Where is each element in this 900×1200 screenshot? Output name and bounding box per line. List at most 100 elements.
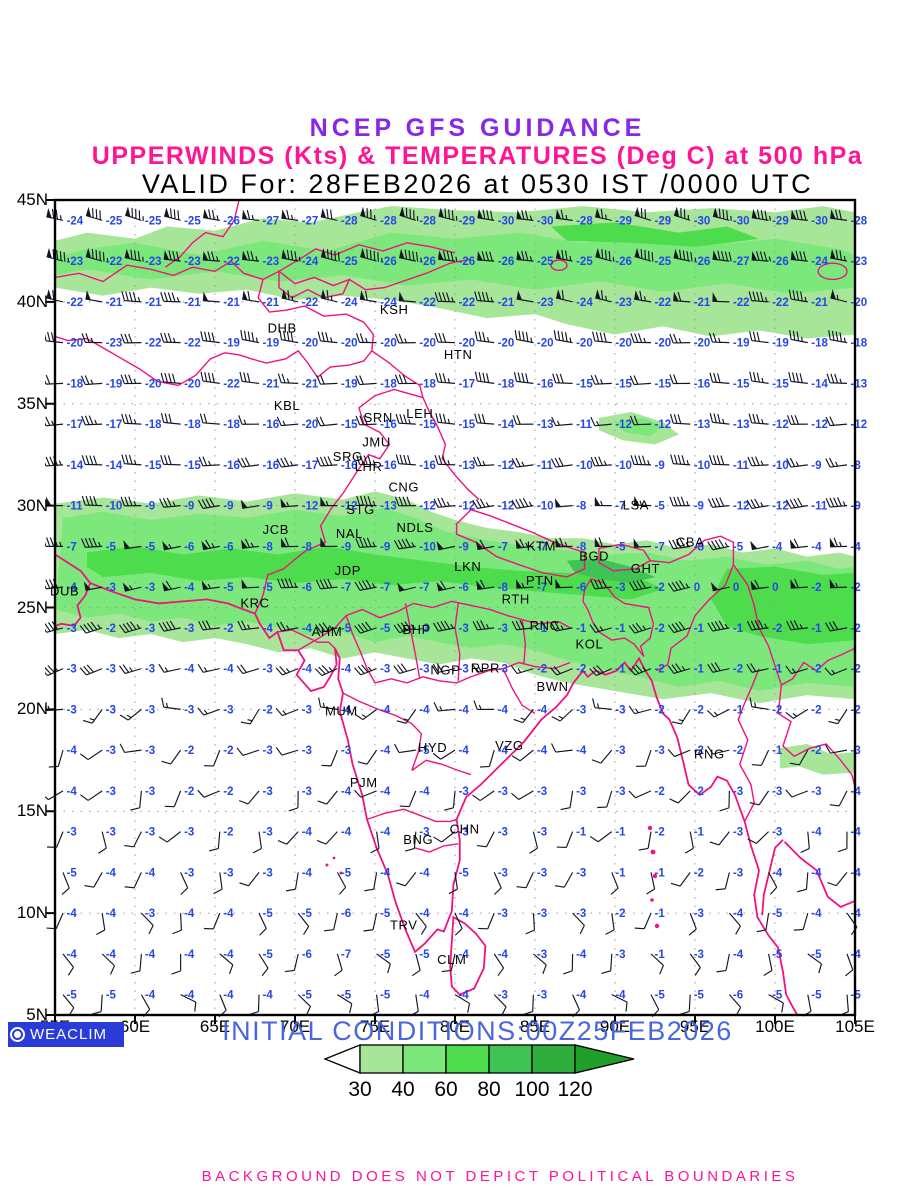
wind-barb: -6	[284, 949, 312, 973]
temperature-value: -5	[419, 949, 430, 961]
temperature-value: -13	[537, 419, 554, 431]
temperature-value: -4	[184, 664, 195, 676]
wind-barb: -2	[164, 786, 194, 808]
temperature-value: -3	[184, 704, 194, 716]
temperature-value: -1	[655, 867, 666, 879]
wind-barb: -3	[533, 949, 547, 975]
wind-barb: -12	[280, 498, 318, 513]
wind-barb: -21	[85, 290, 123, 309]
wind-barb: -8	[280, 537, 313, 553]
temperature-value: -29	[655, 215, 672, 227]
temperature-value: -1	[615, 664, 626, 676]
temperature-value: -6	[733, 990, 743, 1002]
temperature-value: -23	[615, 297, 632, 309]
temperature-value: -5	[223, 582, 234, 594]
wind-barb: -7	[633, 538, 665, 553]
wind-barb: -3	[140, 908, 155, 935]
wind-barb: -4	[454, 990, 471, 1013]
wind-barb: -12	[473, 456, 514, 472]
wind-barb: -12	[746, 498, 789, 513]
temperature-value: -3	[537, 827, 547, 839]
lon-axis-label: 75E	[359, 1017, 391, 1036]
temperature-value: -7	[615, 501, 625, 513]
temperature-value: -17	[67, 419, 84, 431]
wind-barb: -4	[354, 704, 391, 721]
city-label: KOL	[575, 636, 603, 651]
temperature-value: -5	[380, 949, 391, 961]
temperature-value: -10	[694, 460, 711, 472]
title-model: NCEP GFS GUIDANCE	[309, 114, 646, 142]
temperature-value: -2	[733, 745, 743, 757]
wind-barb: -18	[394, 374, 437, 390]
city-label: LEH	[406, 406, 433, 421]
wind-barb: -1	[550, 621, 587, 635]
wind-barb: -20	[279, 330, 318, 350]
temperature-value: -3	[184, 827, 194, 839]
temperature-value: -28	[576, 215, 593, 227]
wind-barb: -4	[171, 949, 195, 975]
wind-barb: -9	[320, 537, 351, 553]
wind-barb: -3	[472, 620, 508, 635]
wind-barb: -5	[650, 990, 665, 1018]
lon-axis-label: 100E	[755, 1017, 795, 1036]
wind-barb: -3	[516, 867, 547, 889]
wind-barb: -4	[316, 827, 352, 845]
temperature-value: -6	[302, 949, 312, 961]
legend-tick-label: 120	[557, 1078, 592, 1101]
temperature-value: -1	[576, 623, 587, 635]
temperature-value: -5	[380, 908, 391, 920]
wind-barb: -6	[201, 539, 234, 553]
temperature-value: -3	[302, 704, 312, 716]
wind-barb: -12	[472, 498, 514, 513]
temperature-value: -20	[302, 419, 319, 431]
wind-barb: -4	[563, 949, 587, 975]
temperature-value: -3	[498, 664, 508, 676]
wind-barb: -2	[204, 745, 234, 767]
wind-barb: -4	[158, 664, 195, 676]
temperature-value: -4	[459, 949, 470, 961]
temperature-value: -27	[263, 215, 280, 227]
wind-barb: -22	[634, 290, 671, 309]
temperature-value: -5	[655, 501, 666, 513]
wind-barb: -4	[572, 990, 587, 1018]
temperature-value: -16	[223, 460, 240, 472]
temperature-value: -3	[498, 623, 508, 635]
temperature-value: -2	[811, 582, 821, 594]
wind-barb: -24	[320, 289, 358, 309]
wind-barb: -5	[297, 908, 313, 935]
wind-barb: -3	[122, 582, 155, 594]
wind-barb: -1	[634, 908, 665, 930]
wind-barb: -3	[635, 745, 665, 767]
wind-barb: -14	[45, 456, 84, 472]
wind-barb: -4	[845, 949, 861, 977]
temperature-value: -3	[498, 867, 508, 879]
wind-barb: -19	[749, 331, 789, 350]
wind-barb: -2	[785, 704, 822, 719]
wind-barb: -14	[474, 413, 515, 431]
wind-barb: -16	[237, 457, 279, 472]
temperature-value: -24	[302, 256, 319, 268]
temperature-value: -21	[145, 297, 162, 309]
wind-barb: -4	[550, 743, 587, 757]
wind-barb: -7	[515, 579, 547, 594]
temperature-value: -3	[733, 867, 743, 879]
temperature-value: -9	[380, 541, 390, 553]
temperature-value: -22	[184, 338, 201, 350]
temperature-value: -4	[106, 867, 117, 879]
wind-barb: -10	[81, 495, 122, 513]
lon-axis-label: 105E	[835, 1017, 875, 1036]
legend-tick-label: 40	[391, 1078, 414, 1101]
wind-barb: -5	[679, 990, 705, 1015]
temperature-value: -3	[184, 867, 194, 879]
title-fields: UPPERWINDS (Kts) & TEMPERATURES (Deg C) …	[91, 142, 864, 170]
temperature-value: -11	[811, 501, 828, 513]
wind-barb: -21	[121, 291, 162, 309]
wind-barb: -2	[628, 622, 665, 635]
temperature-value: -1	[615, 867, 626, 879]
lon-axis-label: 95E	[679, 1017, 711, 1036]
legend-tick-label: 60	[434, 1078, 457, 1101]
wind-barb: -2	[670, 867, 704, 887]
temperature-value: -5	[341, 990, 352, 1002]
wind-barb: -5	[768, 990, 784, 1013]
temperature-value: -3	[498, 908, 508, 920]
